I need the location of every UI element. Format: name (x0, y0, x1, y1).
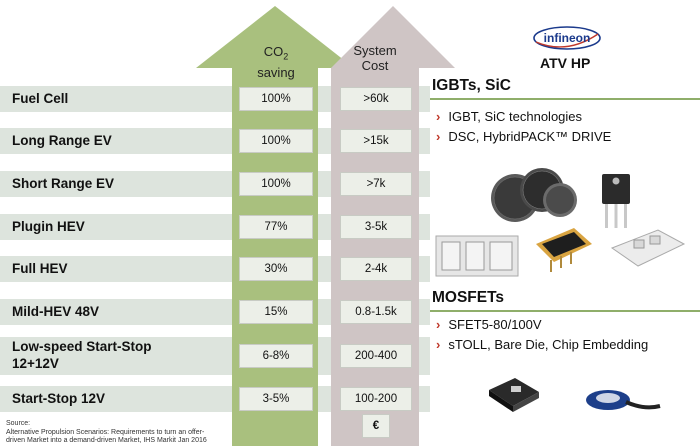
mosfet-section-divider (430, 310, 700, 312)
source-note: Source: Alternative Propulsion Scenarios… (6, 420, 207, 446)
row-label-long-range-ev: Long Range EV (12, 133, 112, 148)
co2-value-full-hev: 30% (239, 257, 313, 281)
cost-value-plugin-hev: 3-5k (340, 215, 412, 239)
co2-value-plugin-hev: 77% (239, 215, 313, 239)
wafer-image (491, 168, 577, 222)
cost-value-fuel-cell: >60k (340, 87, 412, 111)
bullet-marker-icon: › (436, 317, 441, 332)
cost-value-long-range-ev: >15k (340, 129, 412, 153)
cost-value-full-hev: 2-4k (340, 257, 412, 281)
co2-value-low-speed: 6-8% (239, 344, 313, 368)
source-line-2: Alternative Propulsion Scenarios: Requir… (6, 428, 205, 436)
currency-cell: € (362, 414, 390, 438)
co2-value-fuel-cell: 100% (239, 87, 313, 111)
system-cost-header: System Cost (353, 43, 397, 73)
cost-value-start-stop: 100-200 (340, 387, 412, 411)
row-label-fuel-cell: Fuel Cell (12, 91, 69, 106)
cost-value-short-range-ev: >7k (340, 172, 412, 196)
row-label-low-speed-line1: Low-speed Start-Stop (12, 339, 152, 354)
logo-text: infineon (544, 31, 591, 45)
mosfet-chip-image (489, 378, 539, 412)
igbt-section-divider (430, 98, 700, 100)
hybridpack-image (536, 228, 592, 272)
mosfet-section-title: MOSFETs (432, 289, 505, 306)
mosfet-bullet-2: › sTOLL, Bare Die, Chip Embedding (436, 337, 649, 352)
to247-package-image (602, 174, 630, 228)
brand-title: ATV HP (540, 55, 591, 71)
co2-value-mild-hev: 15% (239, 300, 313, 324)
bullet-marker-icon: › (436, 129, 441, 144)
row-label-full-hev: Full HEV (12, 261, 68, 276)
co2-saving-header: CO2 saving (257, 44, 295, 80)
source-line-1: Source: (6, 420, 31, 427)
power-module-image (610, 229, 686, 267)
row-label-short-range-ev: Short Range EV (12, 176, 115, 191)
infineon-logo: infineon (533, 26, 601, 50)
bullet-marker-icon: › (436, 337, 441, 352)
tape-reel-image (586, 390, 661, 410)
co2-value-long-range-ev: 100% (239, 129, 313, 153)
co2-value-start-stop: 3-5% (239, 387, 313, 411)
row-label-low-speed: Low-speed Start-Stop 12+12V (12, 338, 152, 372)
row-label-low-speed-line2: 12+12V (12, 356, 59, 371)
co2-value-short-range-ev: 100% (239, 172, 313, 196)
mosfet-bullet-1: › SFET5-80/100V (436, 317, 542, 332)
row-label-plugin-hev: Plugin HEV (12, 219, 85, 234)
source-line-3: driven Market into a demand-driven Marke… (6, 437, 207, 444)
cost-value-mild-hev: 0.8-1.5k (340, 300, 412, 324)
row-label-start-stop: Start-Stop 12V (12, 391, 106, 406)
row-label-mild-hev: Mild-HEV 48V (12, 304, 100, 319)
bullet-marker-icon: › (436, 109, 441, 124)
igbt-bullet-1: › IGBT, SiC technologies (436, 109, 583, 124)
cost-value-low-speed: 200-400 (340, 344, 412, 368)
igbt-bullet-2: › DSC, HybridPACK™ DRIVE (436, 129, 612, 144)
igbt-module-image (435, 235, 519, 277)
igbt-section-title: IGBTs, SiC (432, 77, 511, 94)
